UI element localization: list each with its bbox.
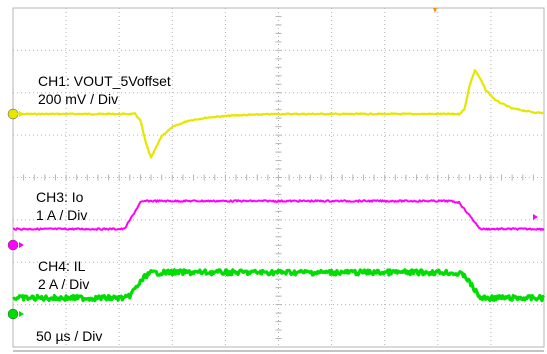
timebase-label: 50 µs / Div <box>36 328 103 344</box>
waveform-traces <box>12 68 546 303</box>
trigger-position-marker <box>433 8 437 13</box>
ch3-scale: 1 A / Div <box>36 207 88 223</box>
ch1-scale: 200 mV / Div <box>38 91 119 107</box>
ch3-right-marker <box>533 214 538 220</box>
ch3-ground-marker-arrow <box>19 242 24 248</box>
ch4-ground-marker <box>7 308 19 320</box>
graticule <box>12 7 545 352</box>
trace-ch4 <box>12 268 546 303</box>
ch4-label: CH4: IL <box>38 258 86 274</box>
ch3-label: CH3: Io <box>36 189 84 205</box>
trace-ch3 <box>12 199 545 231</box>
ch3-ground-marker <box>7 239 19 251</box>
ch1-label: CH1: VOUT_5Voffset <box>38 73 171 89</box>
ch4-ground-marker-arrow <box>19 311 24 317</box>
ch4-scale: 2 A / Div <box>38 276 90 292</box>
trace-ch1 <box>12 68 545 159</box>
